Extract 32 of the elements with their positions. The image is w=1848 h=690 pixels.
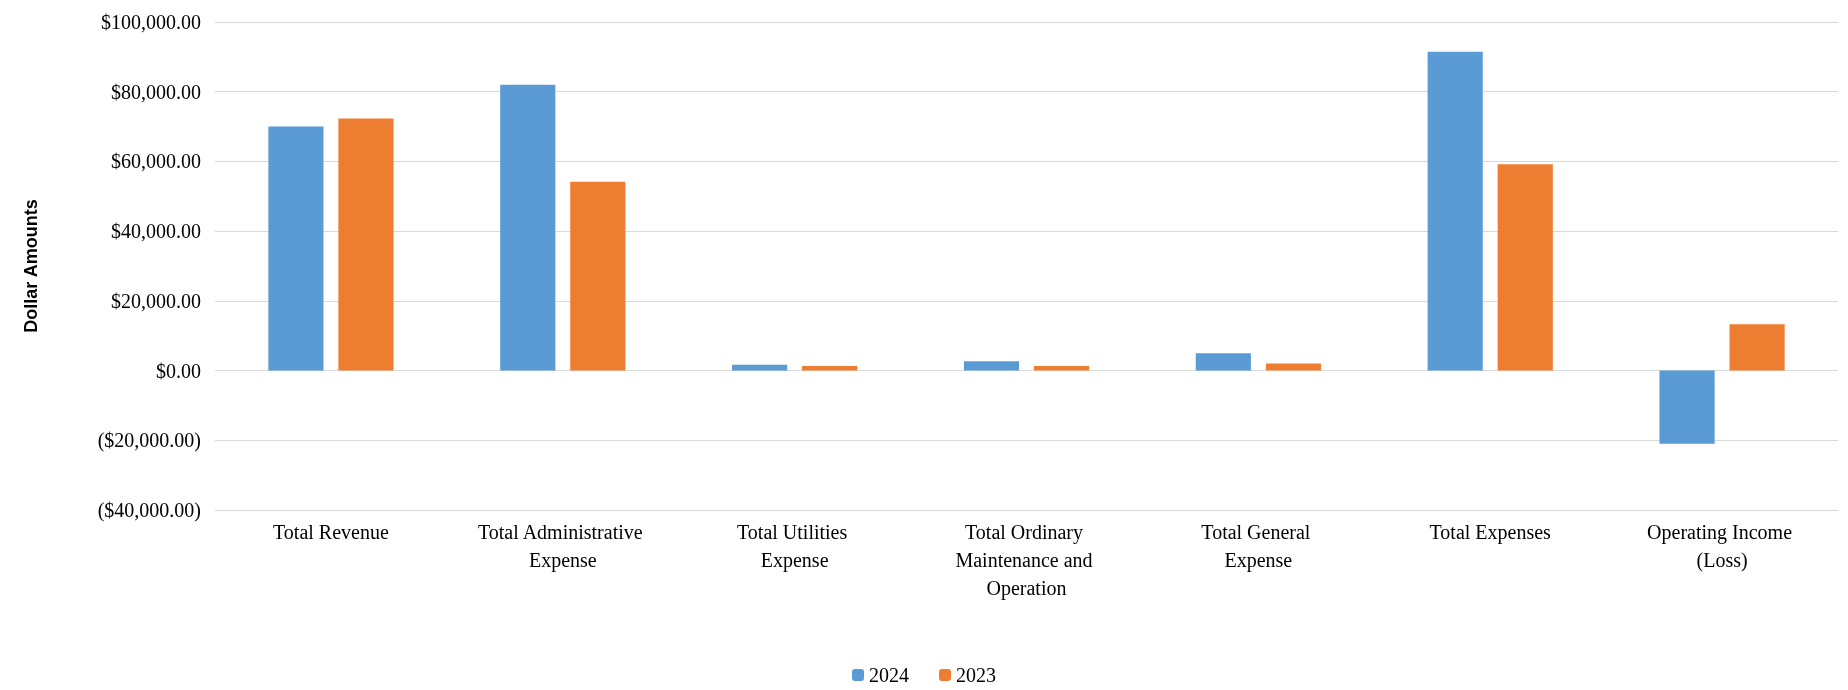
x-tick-label: Total General Expense [1201, 521, 1316, 572]
bar [1033, 366, 1090, 371]
y-tick-label: $0.00 [156, 359, 201, 382]
y-tick-label: ($40,000.00) [97, 499, 201, 522]
y-tick-label: ($20,000.00) [97, 429, 201, 453]
bar [338, 118, 394, 371]
bar [802, 366, 858, 371]
bar [963, 361, 1020, 371]
bar [1195, 353, 1251, 371]
x-tick-label: Total Administrative Expense [477, 521, 648, 572]
bar [1659, 370, 1715, 444]
x-tick-label: Total Ordinary Maintenance and Operation [955, 521, 1098, 600]
bar [1427, 51, 1483, 371]
bar [732, 364, 788, 371]
legend-label: 2024 [869, 664, 909, 686]
y-tick-label: $20,000.00 [111, 289, 201, 312]
bar [570, 181, 626, 371]
y-tick-label: $40,000.00 [111, 220, 201, 243]
x-tick-label: Operating Income (Loss) [1647, 521, 1798, 572]
y-tick-label: $100,000.00 [101, 11, 201, 33]
x-tick-label: Total Utilities Expense [737, 521, 853, 572]
y-tick-label: $60,000.00 [111, 150, 201, 173]
legend-label: 2023 [956, 664, 996, 686]
y-axis-title: Dollar Amounts [21, 199, 41, 333]
x-tick-label: Total Revenue [273, 521, 389, 543]
y-tick-label: $80,000.00 [111, 80, 201, 103]
bar [1497, 164, 1553, 371]
bar [268, 126, 324, 371]
bar [1729, 324, 1785, 371]
x-tick-label: Total Expenses [1429, 521, 1552, 544]
bar [1265, 363, 1321, 371]
bar [500, 84, 556, 371]
